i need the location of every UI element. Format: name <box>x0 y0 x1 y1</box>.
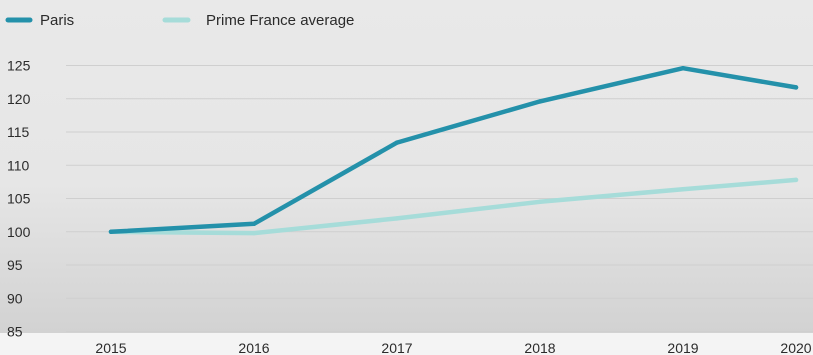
x-tick-label: 2020 <box>780 340 811 355</box>
y-tick-label: 85 <box>7 324 23 340</box>
x-tick-label: 2019 <box>667 340 698 355</box>
y-tick-label: 90 <box>7 290 23 306</box>
series-line-0 <box>108 65 799 235</box>
y-axis: 85 90 95 100 105 110 115 120 125 <box>7 58 31 340</box>
data-point <box>251 230 257 236</box>
y-tick-label: 110 <box>7 157 30 173</box>
x-tick-label: 2018 <box>524 340 555 355</box>
data-point <box>680 66 686 71</box>
legend-label-0: Paris <box>40 12 74 29</box>
data-point <box>793 85 799 90</box>
y-tick-label: 100 <box>7 224 31 240</box>
legend-label-1: Prime France average <box>206 12 354 29</box>
series-line-1 <box>108 177 799 236</box>
data-point <box>793 177 799 183</box>
data-point <box>537 199 543 204</box>
x-tick-label: 2016 <box>238 340 269 355</box>
data-point <box>537 99 543 104</box>
y-tick-label: 95 <box>7 257 23 273</box>
y-tick-label: 125 <box>7 58 31 74</box>
series-lines <box>108 65 799 236</box>
y-tick-label: 115 <box>7 124 30 140</box>
data-point <box>108 229 114 234</box>
data-point <box>394 140 400 145</box>
x-tick-label: 2015 <box>95 340 126 355</box>
x-tick-label: 2017 <box>381 340 412 355</box>
data-point <box>394 216 400 221</box>
x-axis: 2015 2016 2017 2018 2019 2020 <box>95 340 811 355</box>
data-point <box>680 187 686 192</box>
y-tick-label: 120 <box>7 91 31 107</box>
data-point <box>251 221 257 226</box>
y-tick-label: 105 <box>7 191 31 207</box>
plot-background <box>0 0 813 333</box>
legend: Paris Prime France average <box>5 12 354 29</box>
